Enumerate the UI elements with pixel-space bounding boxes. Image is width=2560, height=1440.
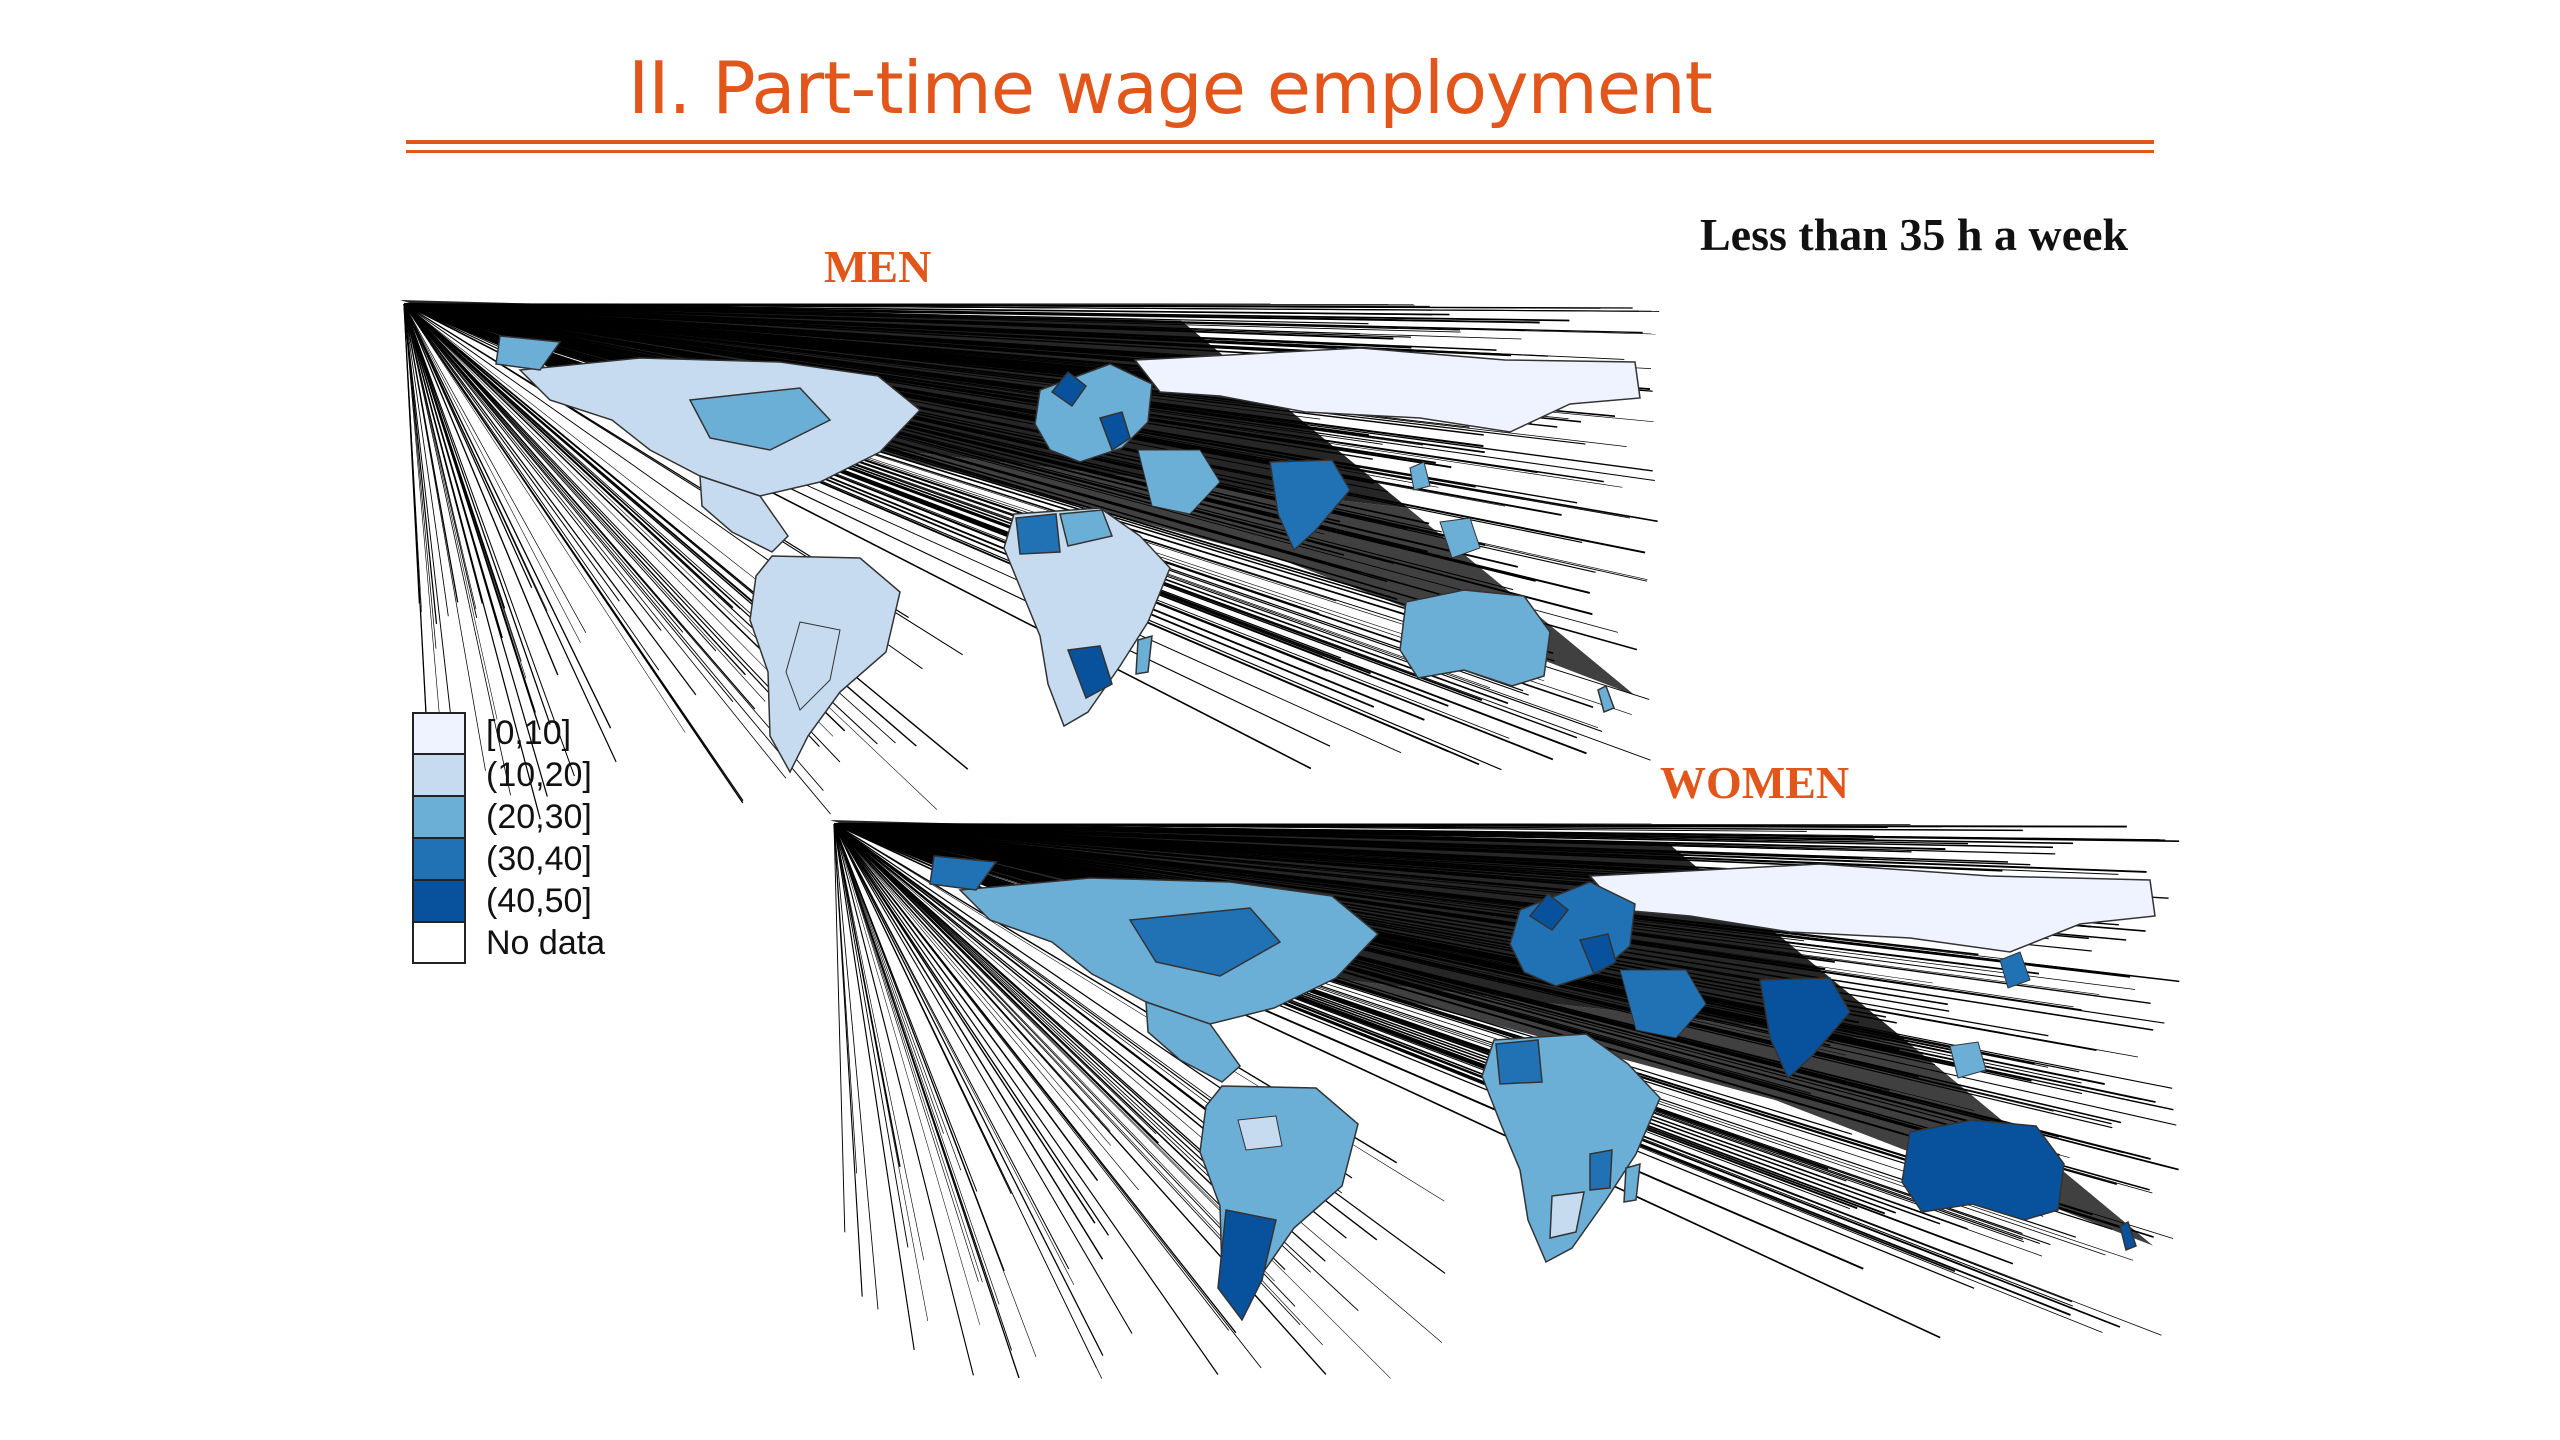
title-underline-bottom: [406, 150, 2154, 153]
men-region-australia: [1399, 589, 1551, 687]
slide-title: II. Part-time wage employment: [628, 46, 1713, 130]
map-legend: [0,10] (10,20] (20,30] (30,40] (40,50] N…: [412, 712, 605, 964]
legend-swatch: [412, 880, 466, 922]
women-region-central-america: [1145, 1000, 1242, 1083]
legend-swatch: [412, 796, 466, 838]
men-region-russia: [1133, 347, 1641, 433]
legend-label: No data: [486, 923, 606, 962]
title-underline-top: [406, 140, 2154, 144]
legend-item: [0,10]: [412, 712, 605, 754]
women-region-australia: [1901, 1119, 2065, 1221]
legend-item: (10,20]: [412, 754, 605, 796]
legend-label: (10,20]: [486, 755, 592, 794]
women-region-africa: [1481, 1033, 1661, 1264]
women-map-label: WOMEN: [1660, 757, 1850, 808]
women-region-argentina: [1217, 1209, 1277, 1322]
men-region-central-america: [699, 474, 789, 553]
legend-label: (40,50]: [486, 881, 592, 920]
legend-swatch: [412, 754, 466, 796]
men-choropleth-map: [400, 300, 1660, 820]
women-map-land: [929, 855, 2156, 1322]
legend-label: [0,10]: [486, 713, 572, 752]
men-map-land: [495, 335, 1641, 774]
legend-item: (30,40]: [412, 838, 605, 880]
slide-subtitle: Less than 35 h a week: [1700, 209, 2129, 260]
men-map-label: MEN: [824, 241, 932, 292]
men-region-africa: [1003, 507, 1171, 728]
legend-label: (20,30]: [486, 797, 592, 836]
men-region-india: [1269, 459, 1351, 552]
legend-swatch: [412, 838, 466, 880]
legend-item: (20,30]: [412, 796, 605, 838]
legend-item: No data: [412, 922, 605, 964]
women-choropleth-map: [830, 820, 2180, 1379]
legend-item: (40,50]: [412, 880, 605, 922]
legend-label: (30,40]: [486, 839, 592, 878]
women-region-russia: [1588, 863, 2156, 953]
legend-swatch: [412, 712, 466, 754]
legend-swatch: [412, 922, 466, 964]
women-region-india: [1759, 977, 1851, 1080]
